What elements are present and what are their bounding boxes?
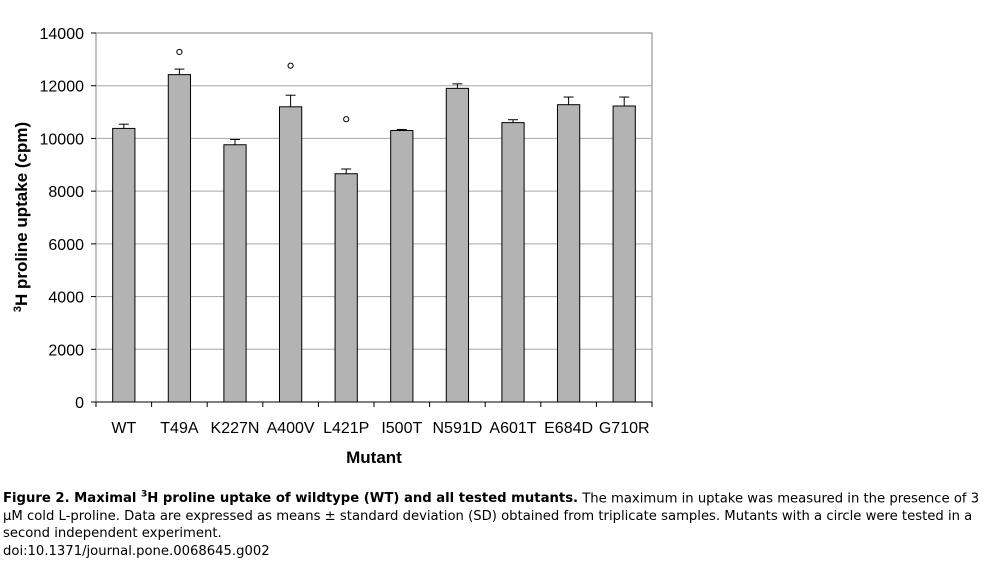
y-tick-label: 0 xyxy=(75,395,84,412)
bar-chart: 0 2000 4000 6000 8000 10000 12000 14000 WT T49A K… xyxy=(12,26,653,467)
y-tick-label: 6000 xyxy=(48,237,84,254)
x-tick-label: I500T xyxy=(381,420,422,437)
x-tick-label: G710R xyxy=(599,420,650,437)
caption-lead-sup: 3 xyxy=(140,490,148,500)
circle-marker xyxy=(343,116,350,123)
bar-g710r xyxy=(612,105,636,403)
caption-body: The maximum in uptake was measured in th… xyxy=(3,491,980,542)
x-axis-title: Mutant xyxy=(346,448,402,467)
y-tick-label: 10000 xyxy=(40,131,85,148)
x-tick-label: A400V xyxy=(267,420,315,437)
y-axis-title: 3H proline uptake (cpm) xyxy=(12,122,31,312)
bar-t49a xyxy=(167,74,192,403)
circle-markers xyxy=(176,48,350,123)
y-tick-label: 4000 xyxy=(48,290,84,307)
circle-marker xyxy=(176,48,183,56)
x-tick-label: WT xyxy=(111,420,136,437)
bar-n591d xyxy=(445,87,470,403)
x-tick-label: K227N xyxy=(211,420,260,437)
x-tick-label: T49A xyxy=(160,420,199,437)
y-tick-label: 8000 xyxy=(48,184,84,201)
x-tick-label: N591D xyxy=(432,420,482,437)
x-axis-ticks: WT T49A K227N A400V L421P I500T N591D A601T E684… xyxy=(95,402,653,437)
y-tick-label: 2000 xyxy=(48,342,84,359)
error-bars xyxy=(118,68,630,174)
caption-lead-pre: Figure 2. Maximal xyxy=(3,491,141,507)
y-axis-title-text: H proline uptake (cpm) xyxy=(12,122,31,306)
y-tick-label: 14000 xyxy=(40,26,85,43)
bar-i500t xyxy=(390,130,414,403)
caption-lead-post: H proline uptake of wildtype (WT) and al… xyxy=(147,491,579,507)
y-axis-title-superscript: 3 xyxy=(12,306,24,312)
caption-doi: doi:10.1371/journal.pone.0068645.g002 xyxy=(3,543,270,559)
caption-lead: Figure 2. Maximal 3H proline uptake of w… xyxy=(3,490,579,507)
bar-wt xyxy=(112,127,136,403)
bar-e684d xyxy=(556,104,581,403)
x-tick-label: E684D xyxy=(544,420,593,437)
x-tick-label: L421P xyxy=(323,420,369,437)
y-axis-ticks: 0 2000 4000 6000 8000 10000 12000 14000 xyxy=(40,26,96,412)
bar-l421p xyxy=(334,173,358,403)
bar-a601t xyxy=(501,122,525,403)
bar-k227n xyxy=(223,144,247,403)
figure-caption: Figure 2. Maximal 3H proline uptake of w… xyxy=(3,487,1001,560)
y-tick-label: 12000 xyxy=(40,79,85,96)
bars xyxy=(112,74,636,403)
x-tick-label: A601T xyxy=(489,420,536,437)
circle-marker xyxy=(287,62,294,69)
bar-a400v xyxy=(278,106,303,403)
